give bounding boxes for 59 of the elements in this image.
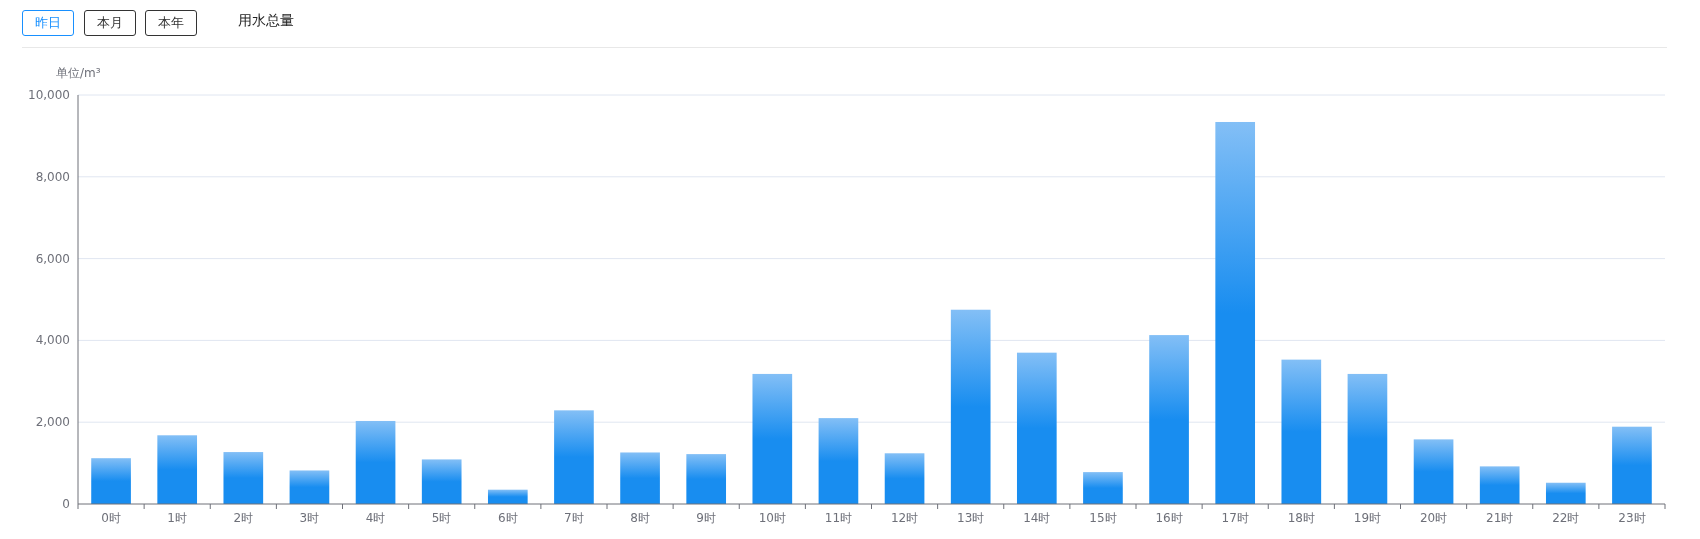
bar [1215, 121, 1256, 504]
chart-title: 用水总量 [238, 12, 294, 30]
bar [752, 373, 793, 504]
bar [686, 454, 727, 504]
bar [1413, 439, 1454, 504]
x-tick-label: 16时 [1155, 511, 1183, 525]
bar [818, 418, 859, 504]
bar [1347, 373, 1388, 504]
bar [421, 459, 462, 504]
x-tick-label: 0时 [101, 511, 121, 525]
x-tick-label: 20时 [1419, 511, 1448, 525]
text: 本月 [84, 10, 136, 36]
bar [157, 435, 198, 504]
bar [1612, 426, 1652, 504]
x-tick-label: 12时 [890, 511, 919, 525]
x-tick-label: 17时 [1221, 511, 1249, 525]
bar [950, 309, 991, 504]
y-tick-label: 10,000 [28, 88, 70, 102]
y-axis-title: 单位/m³ [56, 66, 101, 80]
x-tick-label: 13时 [957, 511, 985, 525]
x-tick-label: 14时 [1023, 511, 1051, 525]
x-tick-label: 10时 [758, 511, 786, 525]
y-tick-label: 6,000 [35, 251, 70, 266]
bar [1083, 472, 1123, 504]
y-tick-label: 4,000 [35, 333, 70, 348]
bar [487, 489, 528, 504]
x-tick-label: 23时 [1618, 511, 1646, 525]
bar [91, 458, 131, 504]
y-tick-label: 2,000 [35, 415, 70, 430]
x-tick-label: 18时 [1287, 511, 1315, 525]
x-tick-label: 9时 [696, 511, 717, 525]
bar [1479, 466, 1520, 504]
x-tick-label: 7时 [564, 511, 584, 525]
x-tick-label: 8时 [630, 511, 650, 525]
x-tick-label: 1时 [167, 511, 188, 525]
bar [289, 470, 330, 504]
x-tick-label: 19时 [1353, 511, 1382, 525]
x-tick-label: 22时 [1552, 511, 1580, 525]
y-tick-label: 8,000 [35, 169, 70, 184]
x-tick-label: 4时 [365, 511, 386, 525]
x-tick-label: 2时 [233, 511, 254, 525]
bar [554, 410, 594, 504]
bar [1016, 352, 1057, 504]
x-tick-label: 5时 [431, 511, 452, 525]
text: 本年 [145, 10, 197, 36]
text: 昨日 [22, 10, 74, 36]
bar [223, 452, 264, 504]
x-tick-label: 3时 [299, 511, 320, 525]
x-tick-label: 6时 [497, 511, 518, 525]
bar [1545, 482, 1586, 504]
x-tick-label: 11时 [824, 511, 853, 525]
y-tick-label: 0 [62, 497, 70, 511]
x-tick-label: 15时 [1089, 511, 1117, 525]
bar [1149, 335, 1189, 504]
x-tick-label: 21时 [1486, 511, 1514, 525]
bar [1281, 359, 1322, 504]
bar [620, 452, 660, 504]
bar [355, 420, 396, 504]
bar [884, 453, 925, 504]
